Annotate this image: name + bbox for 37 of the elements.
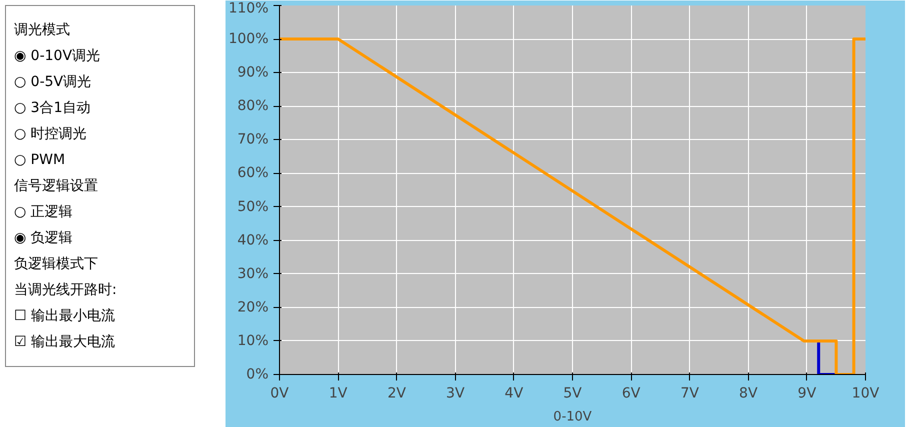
x-tick-label: 1V [328,386,348,402]
text: ○ PWM [14,151,66,170]
x-tick-label: 9V [798,386,817,402]
text: 负逻辑模式下 [14,255,99,274]
text: ○ 正逻辑 [14,203,74,222]
y-tick-label: 10% [237,332,269,349]
x-tick-label: 0V [270,386,290,402]
y-tick-label: 100% [228,31,269,48]
y-tick-label: 80% [237,98,269,114]
x-tick-label: 4V [504,386,524,402]
text: ☐ 输出最小电流 [14,307,116,326]
y-tick-label: 50% [237,198,269,215]
y-tick-label: 90% [237,64,269,81]
text: ○ 时控调光 [14,125,88,144]
y-tick-label: 30% [237,266,269,282]
x-tick-label: 5V [563,386,582,402]
text: ◉ 负逻辑 [14,229,74,248]
x-axis-title: 0-10V [553,410,592,424]
x-tick-label: 10V [852,386,880,402]
y-tick-label: 60% [237,165,269,182]
y-tick-label: 20% [237,299,269,316]
y-tick-label: 70% [237,132,269,148]
x-tick-label: 2V [387,386,406,402]
text: ☑ 输出最大电流 [14,333,116,352]
text: ◉ 0-10V调光 [14,47,102,66]
text: 调光模式 [14,21,71,40]
y-tick-label: 40% [237,232,269,248]
text: ○ 3合1自动 [14,99,92,118]
x-tick-label: 3V [446,386,465,402]
text: 信号逻辑设置 [14,177,99,196]
x-tick-label: 7V [680,386,700,402]
y-tick-label: 0% [246,366,269,382]
text: ○ 0-5V调光 [14,73,92,92]
x-tick-label: 6V [622,386,641,402]
x-tick-label: 8V [739,386,758,402]
y-tick-label: 110% [228,0,269,16]
text: 当调光线开路时: [14,281,118,300]
